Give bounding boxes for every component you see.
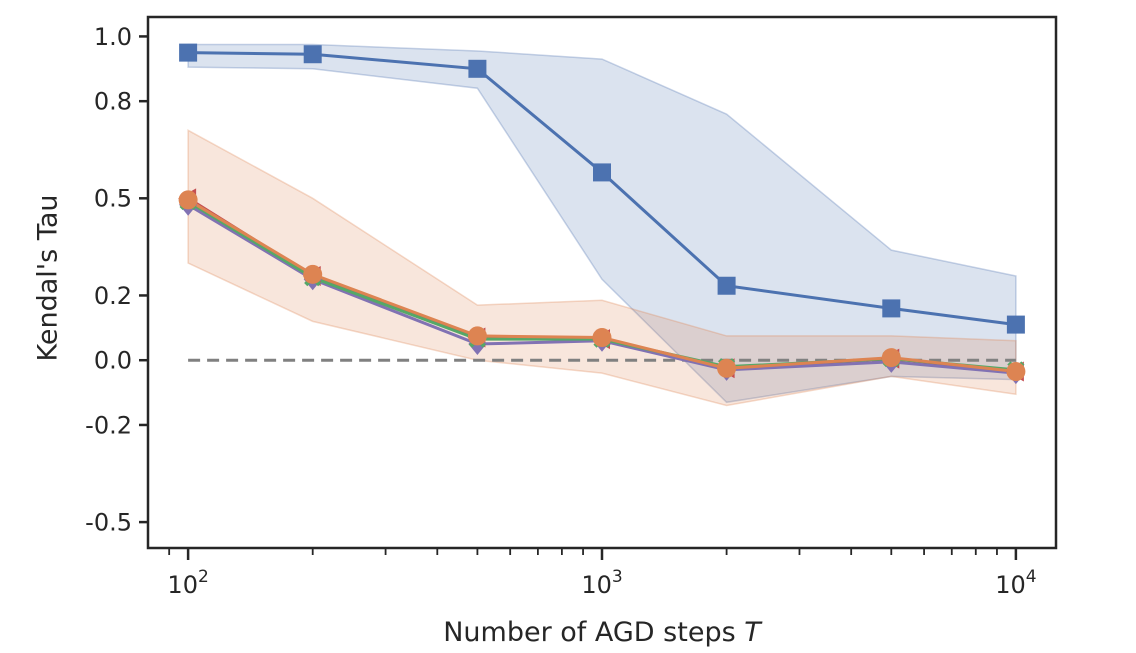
y-tick-label: 0.5 <box>94 185 132 213</box>
y-tick-label: 1.0 <box>94 23 132 51</box>
series-orange-point <box>1006 362 1026 382</box>
series-orange-point <box>467 326 487 346</box>
y-tick-label: 0.8 <box>94 88 132 116</box>
x-axis-label-text: Number of AGD steps <box>443 617 735 648</box>
y-tick-label: 0.2 <box>94 282 132 310</box>
series-blue-point <box>1006 315 1025 334</box>
y-axis: 1.0 0.8 0.5 0.2 0.0 -0.2 -0.5 <box>85 23 148 536</box>
series-orange-point <box>881 348 901 368</box>
series-blue-point <box>179 43 198 62</box>
x-axis: 102 103 104 <box>167 548 1037 599</box>
series-orange-band <box>187 129 1017 407</box>
series-blue-point <box>593 163 611 182</box>
x-axis-label: Number of AGD steps T <box>443 617 763 648</box>
series-orange-point <box>303 264 323 284</box>
series-orange-point <box>717 358 737 378</box>
y-tick-label: -0.2 <box>85 411 132 439</box>
series-orange-point <box>178 190 198 210</box>
x-tick-label: 102 <box>167 567 208 599</box>
series-orange-point <box>592 328 612 348</box>
x-tick-label: 104 <box>995 567 1036 599</box>
series-blue-point <box>468 59 487 78</box>
x-axis-label-variable: T <box>744 617 763 648</box>
series-blue-point <box>717 276 736 295</box>
series-blue-point <box>882 299 901 318</box>
y-tick-label: -0.5 <box>85 508 132 536</box>
y-tick-label: 0.0 <box>94 347 132 375</box>
y-axis-label: Kendal's Tau <box>32 194 63 361</box>
x-tick-label: 103 <box>581 567 622 599</box>
series-blue-point <box>303 45 322 64</box>
series-markers <box>178 43 1026 385</box>
